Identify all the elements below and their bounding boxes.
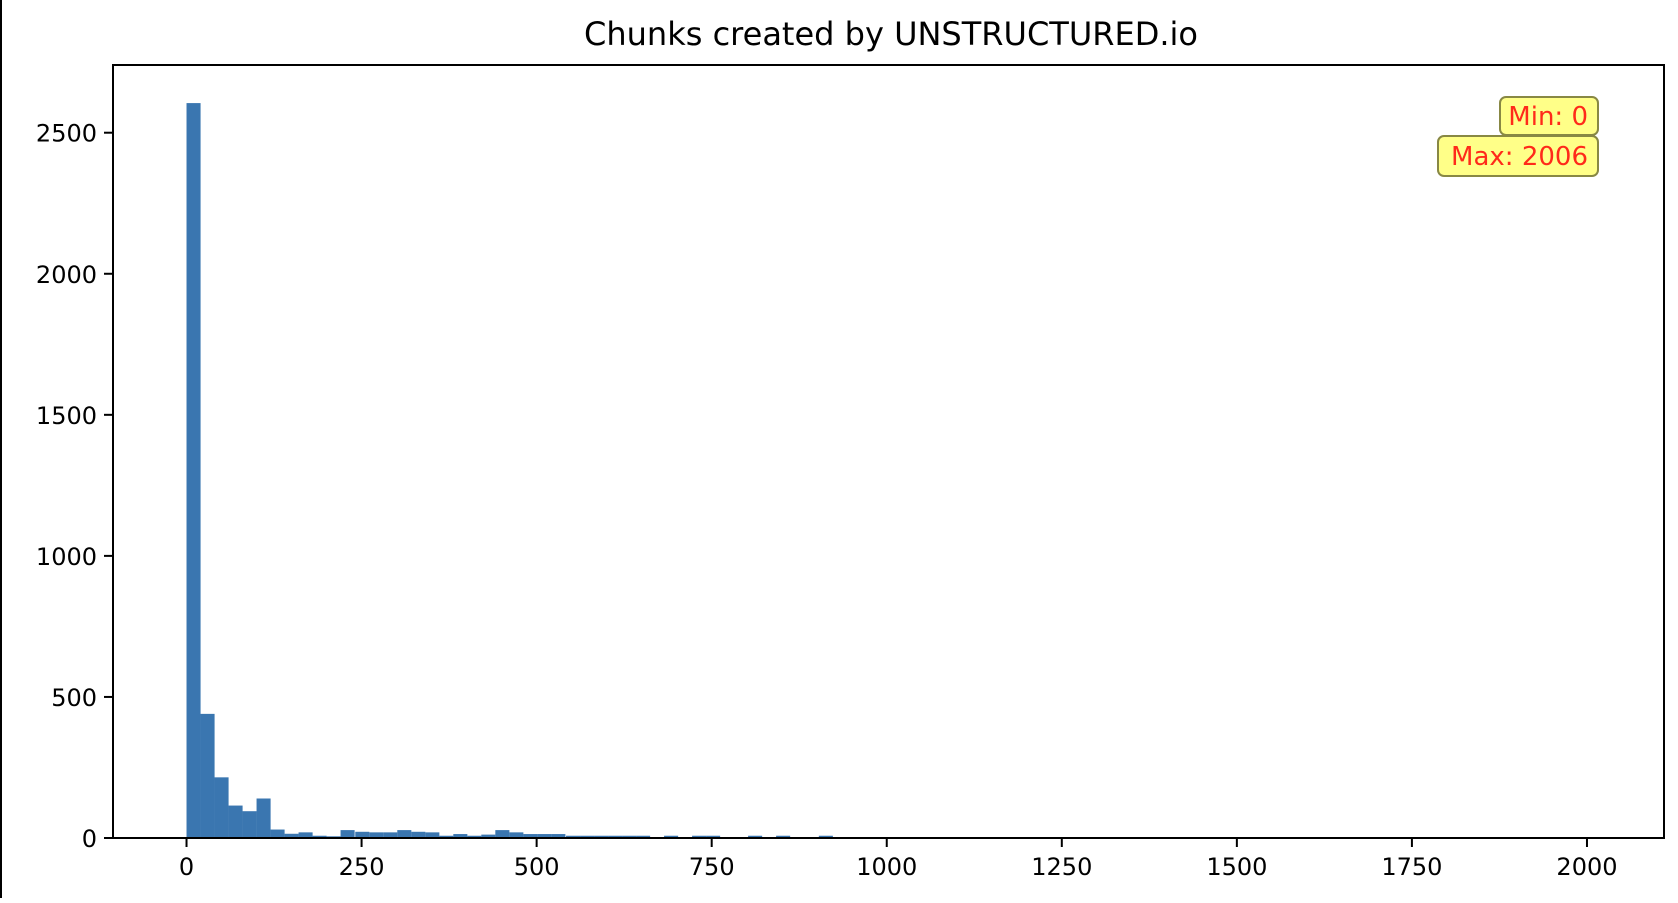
histogram-bar [214, 777, 229, 838]
y-tick-label: 500 [51, 684, 97, 712]
x-tick-label: 1750 [1381, 853, 1442, 881]
histogram-bar [298, 832, 313, 838]
histogram-bar [580, 835, 595, 838]
plot-frame [112, 64, 1665, 839]
histogram-bar [355, 831, 370, 838]
x-tick-label: 1250 [1031, 853, 1092, 881]
x-tick-label: 750 [689, 853, 735, 881]
min-annotation-label: Min: 0 [1508, 102, 1588, 132]
histogram-bar [425, 832, 440, 838]
histogram-bar [636, 835, 651, 838]
histogram-bar [411, 831, 426, 838]
histogram-bar [383, 832, 398, 838]
histogram-bar [748, 835, 763, 838]
x-axis: 0 250 500 750 1000 1250 1500 1750 2000 [179, 838, 1618, 881]
histogram-bar [369, 832, 384, 838]
y-tick-label: 0 [82, 825, 97, 853]
histogram-bar [312, 835, 327, 838]
histogram-bar [467, 835, 482, 838]
histogram-bar [242, 811, 257, 838]
y-tick-label: 1000 [36, 543, 97, 571]
y-tick-label: 2000 [36, 261, 97, 289]
histogram-bar [566, 835, 581, 838]
annotations-group: Min: 0 Max: 2006 [1437, 96, 1599, 177]
x-tick-label: 1000 [856, 853, 917, 881]
histogram-bar [608, 835, 623, 838]
histogram-bar [551, 834, 566, 838]
histogram-bar [340, 830, 355, 838]
histogram-bar [622, 835, 637, 838]
histogram-bar [692, 835, 707, 838]
x-tick-label: 500 [514, 853, 560, 881]
histogram-bar [200, 713, 215, 838]
histogram-bar [481, 834, 496, 838]
histogram-bar [818, 835, 833, 838]
histogram-bar [270, 829, 285, 838]
x-tick-label: 2000 [1556, 853, 1617, 881]
histogram-bar [228, 805, 243, 838]
histogram-bar [594, 835, 609, 838]
histogram-bar [186, 103, 201, 839]
histogram-bar [495, 830, 510, 838]
histogram-bar [706, 835, 721, 838]
max-annotation-box [1437, 135, 1599, 177]
histogram-bar [439, 835, 454, 838]
histogram-bar [664, 835, 679, 838]
x-tick-label: 0 [179, 853, 194, 881]
x-tick-label: 1500 [1206, 853, 1267, 881]
y-axis: 0 500 1000 1500 2000 2500 [36, 120, 113, 853]
histogram-bar [284, 833, 299, 838]
y-tick-label: 2500 [36, 120, 97, 148]
histogram-bar [523, 834, 538, 838]
bars-group [186, 103, 833, 839]
histogram-bar [509, 832, 524, 838]
x-tick-label: 250 [339, 853, 385, 881]
histogram-bar [256, 798, 271, 838]
histogram-bar [453, 834, 468, 838]
histogram-bar [397, 830, 412, 838]
histogram-bar [776, 835, 791, 838]
histogram-bar [537, 834, 552, 838]
y-tick-label: 1500 [36, 402, 97, 430]
max-annotation-label: Max: 2006 [1451, 142, 1588, 172]
chart-title: Chunks created by UNSTRUCTURED.io [584, 15, 1198, 53]
